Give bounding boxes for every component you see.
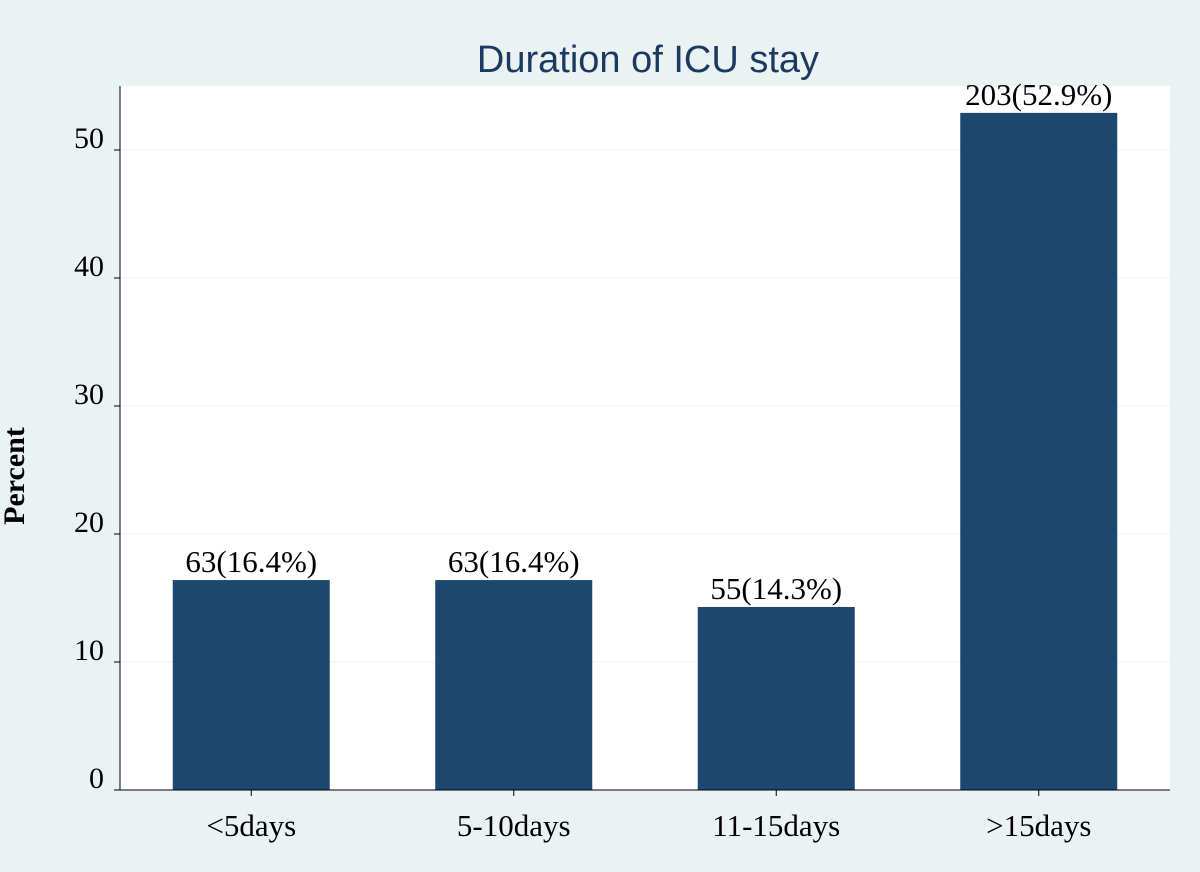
data-labels: 63(16.4%) 63(16.4%) 55(14.3%) 203(52.9%) [185, 77, 1112, 606]
bar [697, 606, 855, 790]
y-tick-label: 20 [74, 506, 104, 539]
bar [435, 580, 593, 790]
y-tick-label: 30 [74, 378, 104, 411]
y-ticks: 0 10 20 30 40 50 [74, 122, 120, 795]
y-tick-label: 50 [74, 122, 104, 155]
y-tick-label: 40 [74, 250, 104, 283]
bar [172, 580, 330, 790]
x-tick-label: 11-15days [712, 808, 840, 843]
chart-title: Duration of ICU stay [477, 39, 819, 81]
bar-data-label: 63(16.4%) [448, 544, 580, 579]
x-tick-label: >15days [986, 808, 1091, 843]
x-ticks: <5days 5-10days 11-15days >15days [206, 790, 1091, 843]
bar-data-label: 63(16.4%) [185, 544, 317, 579]
x-tick-label: <5days [206, 808, 296, 843]
y-tick-label: 0 [89, 762, 104, 795]
bar-data-label: 203(52.9%) [965, 77, 1112, 112]
bar [960, 112, 1118, 790]
x-tick-label: 5-10days [457, 808, 571, 843]
bars [172, 112, 1118, 790]
y-tick-label: 10 [74, 634, 104, 667]
bar-data-label: 55(14.3%) [710, 571, 842, 606]
y-axis-label: Percent [0, 427, 31, 525]
